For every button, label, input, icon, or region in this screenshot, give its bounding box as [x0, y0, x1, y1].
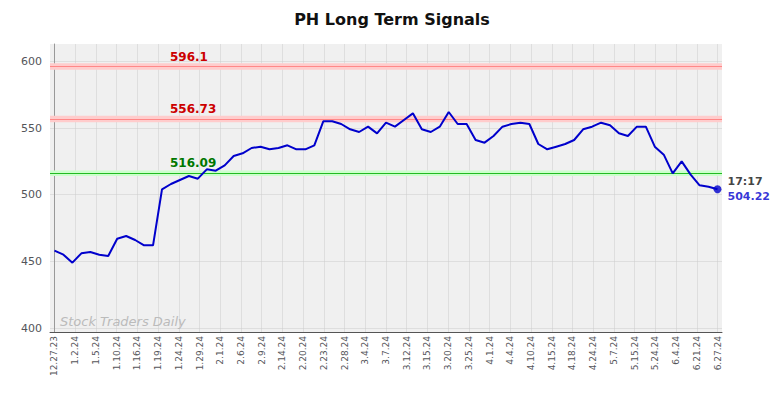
svg-text:17:17: 17:17: [728, 175, 763, 188]
svg-text:556.73: 556.73: [170, 102, 216, 116]
svg-text:Stock Traders Daily: Stock Traders Daily: [60, 314, 186, 329]
svg-text:6.21.24: 6.21.24: [692, 336, 702, 371]
svg-text:2.6.24: 2.6.24: [236, 336, 246, 365]
svg-text:4.24.24: 4.24.24: [588, 336, 598, 371]
svg-text:4.15.24: 4.15.24: [547, 336, 557, 371]
svg-text:6.4.24: 6.4.24: [671, 336, 681, 365]
svg-text:400: 400: [21, 322, 42, 335]
svg-text:1.29.24: 1.29.24: [195, 336, 205, 371]
svg-text:2.14.24: 2.14.24: [277, 336, 287, 371]
svg-text:1.10.24: 1.10.24: [112, 336, 122, 371]
svg-text:5.7.24: 5.7.24: [609, 336, 619, 365]
svg-text:4.1.24: 4.1.24: [485, 336, 495, 365]
svg-text:600: 600: [21, 55, 42, 68]
svg-text:6.27.24: 6.27.24: [713, 336, 723, 371]
svg-text:2.23.24: 2.23.24: [319, 336, 329, 371]
svg-text:1.16.24: 1.16.24: [132, 336, 142, 371]
svg-text:3.15.24: 3.15.24: [422, 336, 432, 371]
svg-text:504.22: 504.22: [728, 190, 770, 203]
svg-text:1.19.24: 1.19.24: [153, 336, 163, 371]
svg-text:4.18.24: 4.18.24: [567, 336, 577, 371]
svg-text:596.1: 596.1: [170, 50, 208, 64]
svg-text:2.1.24: 2.1.24: [215, 336, 225, 365]
svg-text:3.20.24: 3.20.24: [443, 336, 453, 371]
svg-text:1.24.24: 1.24.24: [174, 336, 184, 371]
svg-text:2.28.24: 2.28.24: [340, 336, 350, 371]
svg-text:2.20.24: 2.20.24: [298, 336, 308, 371]
svg-text:500: 500: [21, 188, 42, 201]
svg-text:516.09: 516.09: [170, 156, 216, 170]
svg-text:3.12.24: 3.12.24: [402, 336, 412, 371]
svg-text:4.10.24: 4.10.24: [526, 336, 536, 371]
svg-text:4.4.24: 4.4.24: [505, 336, 515, 365]
svg-text:3.4.24: 3.4.24: [360, 336, 370, 365]
svg-text:3.7.24: 3.7.24: [381, 336, 391, 365]
svg-text:12.27.23: 12.27.23: [49, 336, 59, 376]
svg-text:3.25.24: 3.25.24: [464, 336, 474, 371]
svg-text:PH Long Term Signals: PH Long Term Signals: [294, 10, 490, 29]
svg-text:450: 450: [21, 255, 42, 268]
svg-text:550: 550: [21, 122, 42, 135]
svg-text:1.2.24: 1.2.24: [70, 336, 80, 365]
svg-text:1.5.24: 1.5.24: [91, 336, 101, 365]
svg-text:5.15.24: 5.15.24: [630, 336, 640, 371]
svg-text:2.9.24: 2.9.24: [257, 336, 267, 365]
svg-text:5.24.24: 5.24.24: [650, 336, 660, 371]
